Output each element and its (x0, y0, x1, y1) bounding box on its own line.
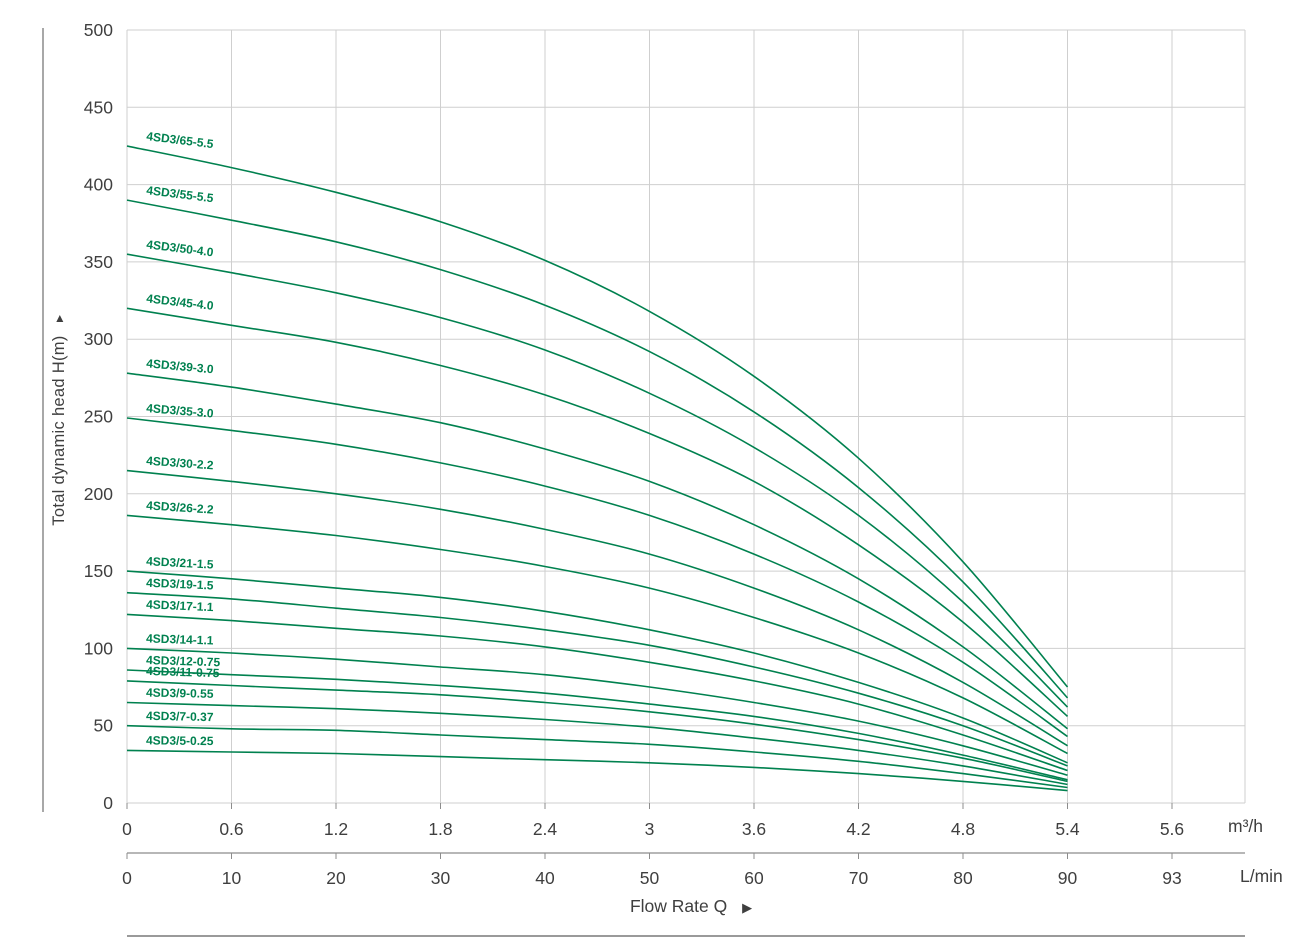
svg-text:50: 50 (94, 716, 114, 736)
svg-text:90: 90 (1058, 868, 1078, 888)
curve-label: 4SD3/65-5.5 (146, 129, 215, 151)
svg-text:60: 60 (744, 868, 764, 888)
pump-curve (126, 417, 1068, 738)
svg-text:3: 3 (645, 819, 655, 839)
svg-text:500: 500 (84, 20, 113, 40)
curve-label: 4SD3/17-1.1 (146, 597, 214, 614)
svg-text:20: 20 (326, 868, 346, 888)
pump-curve (126, 307, 1069, 717)
curve-label: 4SD3/11-0.75 (146, 664, 220, 680)
right-arrow-icon: ▶ (742, 900, 753, 915)
pump-curve (126, 145, 1069, 688)
pump-curve (126, 749, 1068, 792)
x-tick-labels-m3h: 0 0.6 1.2 1.8 2.4 3 3.6 4.2 4.8 5.4 5.6 (122, 819, 1184, 839)
curve-label: 4SD3/19-1.5 (146, 576, 214, 593)
svg-text:350: 350 (84, 252, 113, 272)
svg-text:450: 450 (84, 97, 113, 117)
pump-curve (126, 680, 1068, 783)
pump-curve (126, 253, 1069, 708)
svg-text:300: 300 (84, 329, 113, 349)
svg-text:0: 0 (122, 819, 132, 839)
svg-text:80: 80 (953, 868, 973, 888)
pump-curve (126, 199, 1069, 699)
curve-label: 4SD3/21-1.5 (146, 554, 214, 572)
curve-label: 4SD3/35-3.0 (146, 401, 215, 421)
svg-text:5.4: 5.4 (1055, 819, 1080, 839)
pump-curve (126, 469, 1068, 747)
curve-label: 4SD3/26-2.2 (146, 498, 214, 516)
pump-curves (126, 145, 1069, 792)
svg-text:400: 400 (84, 175, 113, 195)
svg-text:50: 50 (640, 868, 660, 888)
x-axis-unit-lmin: L/min (1240, 866, 1283, 886)
curve-label: 4SD3/14-1.1 (146, 631, 214, 647)
svg-text:200: 200 (84, 484, 113, 504)
svg-text:93: 93 (1162, 868, 1181, 888)
pump-curve (126, 647, 1068, 776)
svg-text:40: 40 (535, 868, 555, 888)
svg-text:150: 150 (84, 561, 113, 581)
svg-text:2.4: 2.4 (533, 819, 558, 839)
x-ticks-m3h (126, 803, 1173, 809)
curve-label: 4SD3/12-0.75 (146, 653, 221, 669)
svg-text:3.6: 3.6 (742, 819, 766, 839)
svg-text:250: 250 (84, 407, 113, 427)
curve-label: 4SD3/45-4.0 (146, 291, 215, 313)
x-tick-labels-lmin: 0 10 20 30 40 50 60 70 80 90 93 (122, 868, 1182, 888)
svg-text:5.6: 5.6 (1160, 819, 1184, 839)
svg-text:0: 0 (103, 793, 113, 813)
pump-curve (126, 570, 1068, 764)
y-axis-title: Total dynamic head H(m) ▲ (50, 259, 74, 579)
svg-text:70: 70 (849, 868, 869, 888)
y-tick-labels: 0 50 100 150 200 250 300 350 400 450 500 (84, 20, 113, 813)
svg-text:100: 100 (84, 638, 113, 658)
x-axis-title-text: Flow Rate Q (629, 896, 728, 916)
curve-label: 4SD3/9-0.55 (146, 686, 214, 701)
svg-text:0: 0 (122, 868, 132, 888)
curve-labels: 4SD3/65-5.5 4SD3/55-5.5 4SD3/50-4.0 4SD3/45… (146, 129, 221, 748)
svg-text:30: 30 (431, 868, 451, 888)
curve-label: 4SD3/50-4.0 (146, 237, 215, 259)
curve-label: 4SD3/55-5.5 (146, 183, 215, 205)
svg-text:10: 10 (222, 868, 242, 888)
up-arrow-icon: ▲ (53, 311, 67, 326)
curve-label: 4SD3/30-2.2 (146, 454, 215, 473)
svg-text:1.8: 1.8 (428, 819, 452, 839)
svg-text:4.8: 4.8 (951, 819, 975, 839)
curve-label: 4SD3/39-3.0 (146, 356, 215, 376)
pump-curve (126, 669, 1068, 781)
curve-label: 4SD3/7-0.37 (146, 709, 214, 724)
pump-curve (126, 591, 1068, 767)
gridlines (126, 29, 1246, 804)
pump-curve (126, 613, 1068, 772)
pump-curve (126, 724, 1068, 789)
svg-text:1.2: 1.2 (324, 819, 348, 839)
svg-text:0.6: 0.6 (219, 819, 243, 839)
x-ticks-lmin (126, 853, 1173, 859)
y-axis-title-text: Total dynamic head H(m) (50, 335, 68, 526)
pump-curve (126, 701, 1068, 786)
svg-text:4.2: 4.2 (846, 819, 870, 839)
curve-label: 4SD3/5-0.25 (146, 733, 214, 748)
pump-curve (126, 372, 1068, 730)
pump-curve (126, 514, 1068, 755)
x-axis-unit-m3h: m³/h (1228, 816, 1263, 836)
x-axis-title: Flow Rate Q ▶ (546, 896, 836, 917)
